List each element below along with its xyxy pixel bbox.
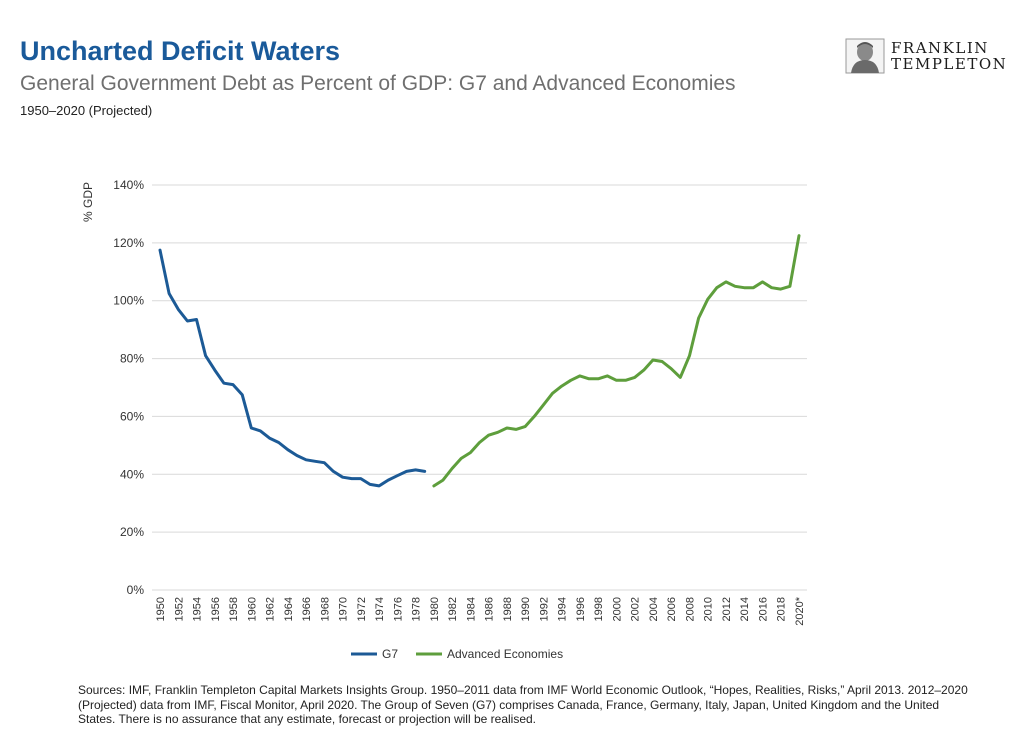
x-tick-label: 2014 <box>739 597 751 621</box>
y-tick-label: 120% <box>113 236 144 250</box>
x-tick-label: 1966 <box>301 597 313 621</box>
chart-subtitle: General Government Debt as Percent of GD… <box>20 72 736 95</box>
y-axis-label: % GDP <box>81 182 95 222</box>
x-tick-label: 1990 <box>520 597 532 621</box>
x-tick-label: 2006 <box>666 597 678 621</box>
x-tick-label: 1970 <box>338 597 350 621</box>
x-tick-label: 1956 <box>210 597 222 621</box>
x-tick-label: 1976 <box>392 597 404 621</box>
x-tick-label: 1972 <box>356 597 368 621</box>
x-tick-label: 2018 <box>776 597 788 621</box>
y-tick-label: 140% <box>113 178 144 192</box>
x-tick-label: 1950 <box>155 597 167 621</box>
y-tick-label: 0% <box>127 583 145 597</box>
x-tick-label: 2004 <box>648 597 660 621</box>
x-tick-label: 2016 <box>757 597 769 621</box>
y-tick-label: 60% <box>120 409 144 423</box>
y-tick-label: 80% <box>120 352 144 366</box>
x-tick-label: 2012 <box>721 597 733 621</box>
y-tick-label: 100% <box>113 294 144 308</box>
x-tick-label: 1952 <box>173 597 185 621</box>
x-tick-label: 2010 <box>703 597 715 621</box>
logo-wordmark: FRANKLIN TEMPLETON <box>891 40 1007 72</box>
legend-label-g7: G7 <box>382 647 398 661</box>
x-tick-label: 1964 <box>283 597 295 621</box>
legend-label-advanced-economies: Advanced Economies <box>447 647 563 661</box>
x-tick-label: 1998 <box>593 597 605 621</box>
debt-line-chart: 0% 20% 40% 60% 80% 100% 120% 140% % GDP 1950 1952 1… <box>81 178 807 661</box>
x-tick-label: 2020* <box>794 596 806 625</box>
x-tick-label: 1960 <box>246 597 258 621</box>
x-tick-label: 1994 <box>557 597 569 621</box>
series-line-g7 <box>158 248 427 488</box>
x-tick-label: 1962 <box>265 597 277 621</box>
sources-footnote: Sources: IMF, Franklin Templeton Capital… <box>78 683 968 726</box>
x-tick-label: 1980 <box>429 597 441 621</box>
x-tick-label: 1992 <box>538 597 550 621</box>
x-tick-label: 1988 <box>502 597 514 621</box>
x-tick-label: 2000 <box>611 597 623 621</box>
y-tick-label: 40% <box>120 467 144 481</box>
x-tick-label: 1984 <box>465 597 477 621</box>
x-tick-label: 1954 <box>192 597 204 621</box>
x-tick-label: 1974 <box>374 597 386 621</box>
x-tick-label: 2008 <box>684 597 696 621</box>
franklin-portrait-icon <box>845 38 885 74</box>
series-line-advanced-economies <box>432 234 801 488</box>
logo-line-2: TEMPLETON <box>891 55 1008 73</box>
x-tick-label: 1982 <box>447 597 459 621</box>
x-tick-label: 1968 <box>319 597 331 621</box>
y-tick-label: 20% <box>120 525 144 539</box>
logo-line-1: FRANKLIN <box>891 39 989 57</box>
franklin-templeton-logo: FRANKLIN TEMPLETON <box>845 38 1015 74</box>
chart-title: Uncharted Deficit Waters <box>20 36 341 66</box>
x-tick-label: 1958 <box>228 597 240 621</box>
x-tick-label: 1978 <box>411 597 423 621</box>
x-tick-label: 1996 <box>575 597 587 621</box>
x-tick-label: 2002 <box>630 597 642 621</box>
x-tick-label: 1986 <box>484 597 496 621</box>
chart-period: 1950–2020 (Projected) <box>20 103 153 118</box>
